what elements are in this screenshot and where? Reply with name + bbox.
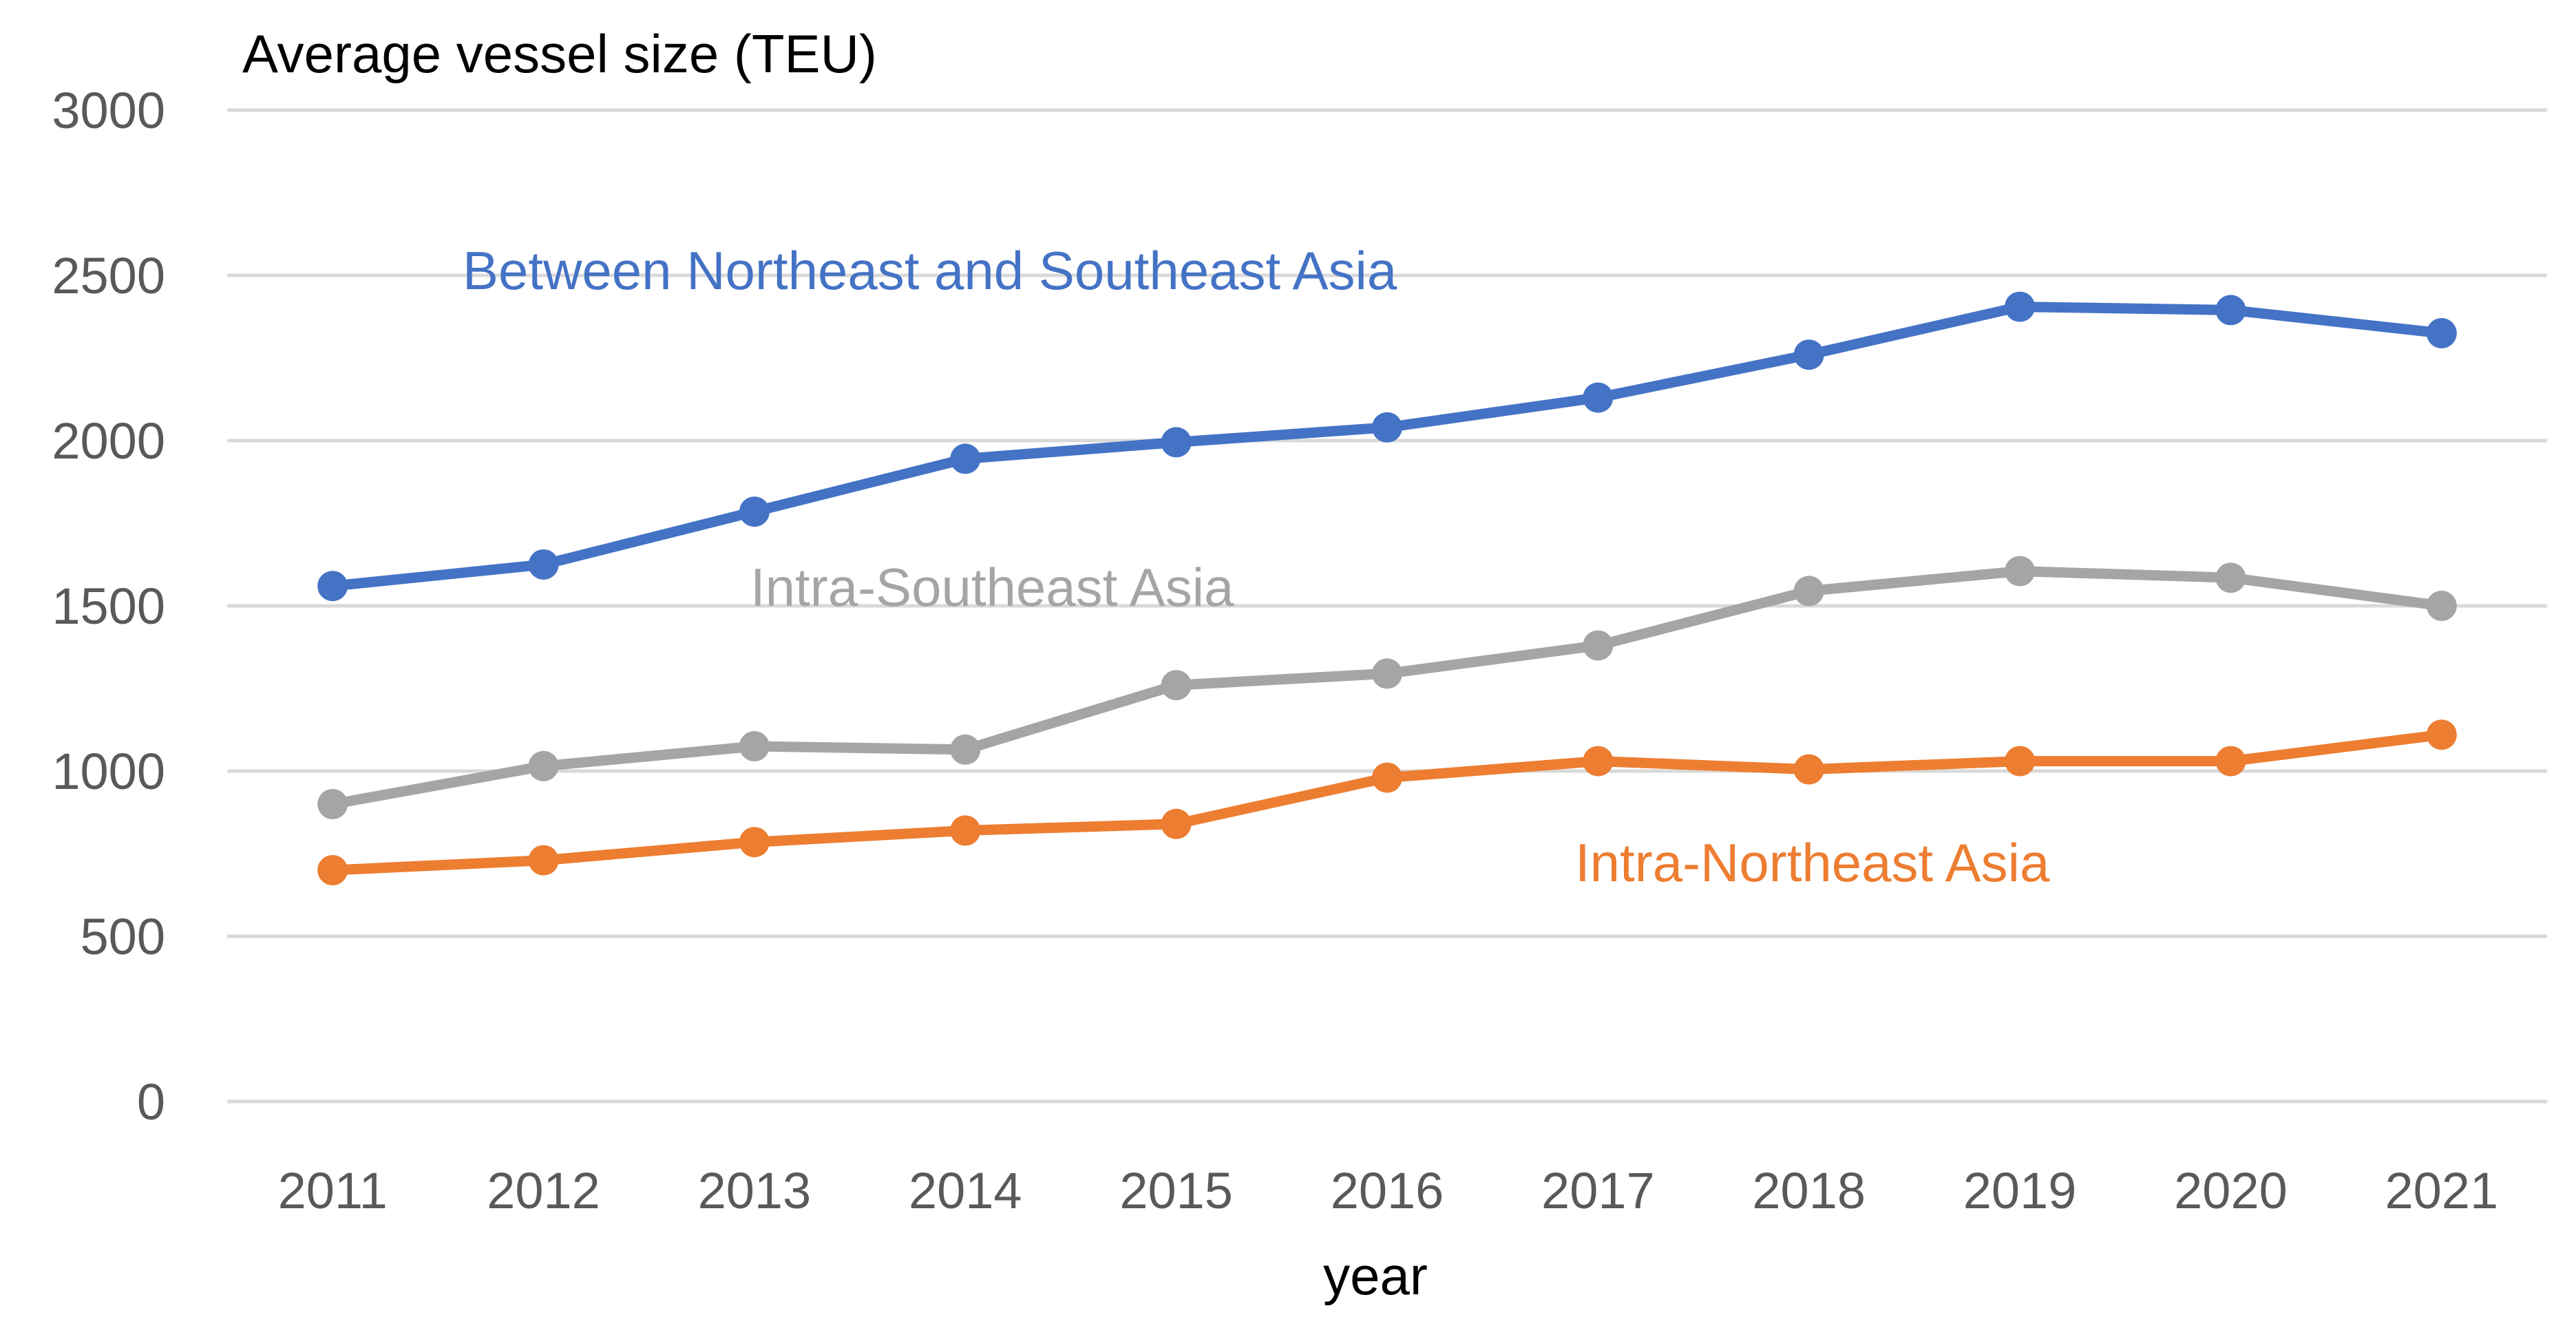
data-point-1-2011 [317,789,348,819]
data-point-0-2015 [1161,427,1192,458]
y-tick-label-2000: 2000 [52,412,165,470]
y-tick-label-1000: 1000 [52,743,165,800]
data-point-1-2013 [739,731,770,761]
series-line-0 [327,302,2447,591]
y-tick-label-0: 0 [137,1073,165,1130]
data-point-1-2016 [1372,658,1402,689]
data-point-2-2021 [2426,719,2457,750]
y-tick-label-500: 500 [81,908,165,965]
data-point-0-2021 [2426,318,2457,348]
data-point-2-2016 [1372,762,1402,793]
data-point-0-2014 [950,443,981,474]
series-1 [317,556,2457,819]
data-point-0-2011 [317,571,348,602]
x-axis-title: year [1323,1245,1428,1306]
x-axis-ticks: 2011 2012 2013 2014 2015 2016 2017 2018 2019 2020… [278,1162,2499,1219]
data-point-2-2019 [2005,746,2036,777]
data-point-1-2012 [528,750,559,781]
data-point-1-2014 [950,734,981,765]
x-tick-label-2015: 2015 [1119,1162,1233,1219]
series-0 [317,291,2457,602]
series-layer [317,291,2457,885]
data-point-0-2020 [2215,295,2246,326]
series-label-northeast-southeast: Between Northeast and Southeast Asia [463,240,1397,301]
data-point-2-2018 [1793,754,1824,785]
x-tick-label-2020: 2020 [2174,1162,2288,1219]
data-point-2-2017 [1583,746,1614,777]
x-tick-label-2013: 2013 [698,1162,812,1219]
x-tick-label-2014: 2014 [909,1162,1022,1219]
data-point-2-2020 [2215,746,2246,777]
data-point-2-2013 [739,827,770,858]
data-point-0-2012 [528,549,559,580]
x-tick-label-2019: 2019 [1963,1162,2077,1219]
data-point-0-2016 [1372,412,1402,443]
data-point-0-2013 [739,496,770,527]
series-label-intra-southeast: Intra-Southeast Asia [750,557,1234,618]
x-tick-label-2017: 2017 [1541,1162,1655,1219]
y-tick-label-2500: 2500 [52,247,165,304]
data-point-2-2014 [950,815,981,846]
data-point-1-2018 [1793,576,1824,607]
data-point-0-2017 [1583,382,1614,413]
y-axis-ticks: 0 500 1000 1500 2000 2500 3000 [52,82,165,1130]
x-tick-label-2018: 2018 [1752,1162,1866,1219]
data-point-0-2019 [2005,291,2036,322]
data-point-1-2020 [2215,562,2246,593]
y-tick-label-3000: 3000 [52,82,165,139]
x-tick-label-2016: 2016 [1331,1162,1444,1219]
y-axis-title: Average vessel size (TEU) [242,23,877,84]
series-2 [317,719,2457,885]
data-point-2-2015 [1161,808,1192,839]
x-tick-label-2021: 2021 [2385,1162,2499,1219]
data-point-1-2021 [2426,591,2457,621]
data-point-2-2012 [528,845,559,876]
series-label-intra-northeast: Intra-Northeast Asia [1575,832,2050,893]
data-point-1-2017 [1583,630,1614,661]
y-tick-label-1500: 1500 [52,578,165,635]
data-point-2-2011 [317,855,348,885]
x-tick-label-2011: 2011 [278,1162,388,1219]
data-point-1-2015 [1161,670,1192,701]
x-tick-label-2012: 2012 [487,1162,600,1219]
data-point-0-2018 [1793,339,1824,370]
data-point-1-2019 [2005,556,2036,587]
